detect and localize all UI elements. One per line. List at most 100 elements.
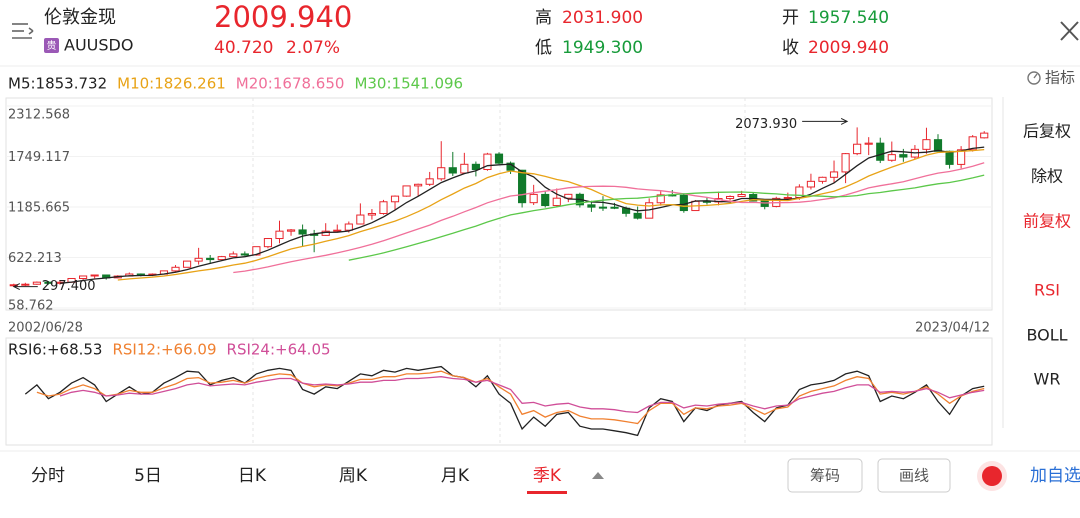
tab[interactable]: 日K: [238, 466, 267, 486]
candle-body: [598, 206, 608, 209]
candle-body: [656, 194, 665, 204]
legend-entry: M10:1826.261: [117, 75, 226, 93]
candle-body: [968, 136, 977, 151]
candle-body: [171, 266, 180, 272]
stat-value: 2031.900: [562, 8, 643, 28]
y-tick-label: 2312.568: [8, 108, 70, 123]
rsi-frame: [5, 337, 993, 446]
indicator-line: [59, 376, 985, 414]
legend-entry: RSI6:+68.53: [8, 341, 102, 359]
legend-entry: M30:1541.096: [354, 75, 463, 93]
indicator-line: [233, 162, 985, 274]
tab[interactable]: 5日: [134, 466, 162, 486]
annotation: 297.400: [42, 279, 96, 294]
button[interactable]: 筹码: [810, 467, 840, 485]
adjust-option[interactable]: 除权: [1031, 167, 1063, 186]
candle-body: [760, 200, 769, 207]
tab-arrow[interactable]: [592, 472, 604, 479]
price: 2009.940: [214, 0, 352, 34]
candle-body: [275, 230, 284, 240]
candle-body: [79, 275, 88, 279]
tab[interactable]: 分时: [31, 466, 65, 486]
button[interactable]: 画线: [899, 467, 929, 485]
legend-entry: RSI12:+66.09: [112, 341, 216, 359]
indicator-line: [24, 365, 985, 437]
candle-body: [240, 253, 249, 256]
candle-body: [518, 169, 527, 204]
candle-body: [32, 281, 41, 285]
candle-body: [933, 139, 943, 152]
stat-value: 1957.540: [808, 8, 889, 28]
price-frame: [5, 97, 993, 311]
candle-body: [217, 256, 226, 261]
candle-body: [333, 229, 342, 232]
y-tick-label: 1185.665: [8, 201, 70, 216]
stat-value: 2009.940: [808, 38, 889, 58]
candle-body: [749, 194, 758, 202]
tab-underline: [527, 491, 567, 494]
stat-label: 低: [535, 38, 552, 58]
candle-body: [21, 283, 30, 286]
candle-body: [887, 154, 896, 161]
candle-body: [529, 193, 538, 204]
candle-body: [899, 154, 908, 158]
adjust-option[interactable]: 后复权: [1023, 122, 1071, 141]
annotation: 2073.930: [735, 117, 797, 132]
tab-selected[interactable]: 季K: [533, 466, 562, 486]
candle-body: [414, 183, 423, 187]
button-bg[interactable]: [877, 458, 951, 493]
indicator-button[interactable]: 指标: [1045, 69, 1075, 87]
record-button[interactable]: [982, 466, 1002, 486]
indicator-icon: [1027, 71, 1041, 85]
add-watch[interactable]: 加自选: [1030, 466, 1080, 486]
candle-body: [206, 257, 215, 261]
candle-body: [725, 195, 735, 200]
candle-body: [437, 167, 446, 180]
tab[interactable]: 月K: [441, 466, 470, 486]
candle-body: [541, 193, 550, 207]
legend-entry: RSI24:+64.05: [227, 341, 331, 359]
indicator-option[interactable]: WR: [1034, 370, 1061, 389]
candle-body: [356, 214, 365, 225]
candle-body: [957, 149, 966, 165]
indicator-line: [36, 370, 985, 425]
stat-label: 开: [782, 8, 799, 28]
annotation-arrow: [12, 283, 38, 291]
candle-body: [818, 176, 827, 182]
stat-label: 高: [535, 8, 552, 28]
candle-body: [483, 153, 492, 171]
annotation-arrow: [802, 117, 849, 125]
candle-body: [402, 185, 411, 197]
candle-body: [425, 178, 434, 185]
indicator-option-selected[interactable]: RSI: [1034, 281, 1060, 300]
button-bg[interactable]: [787, 458, 863, 493]
title: 伦敦金现: [44, 7, 116, 28]
candle-body: [344, 223, 353, 231]
legend-entry: M20:1678.650: [236, 75, 345, 93]
indicator-line: [59, 146, 985, 284]
candle-body: [980, 132, 989, 139]
candle-body: [945, 150, 954, 165]
y-tick-label: 1749.117: [8, 150, 70, 165]
candle-body: [552, 197, 561, 207]
indicator-line: [117, 148, 985, 281]
candle-body: [367, 213, 376, 216]
candle-body: [390, 195, 400, 203]
candle-body: [876, 142, 885, 161]
adjust-option-selected[interactable]: 前复权: [1023, 212, 1071, 231]
candle-body: [841, 153, 850, 173]
candle-body: [90, 274, 99, 277]
close-icon[interactable]: [1060, 21, 1079, 41]
y-tick-label: 58.762: [8, 299, 54, 314]
change: 40.720: [214, 38, 273, 58]
end-date: 2023/04/12: [915, 321, 990, 336]
tab[interactable]: 周K: [339, 466, 368, 486]
candle-body: [471, 163, 480, 171]
candle-body: [610, 206, 619, 209]
menu-icon[interactable]: [12, 23, 34, 39]
candle-body: [448, 167, 457, 174]
indicator-option[interactable]: BOLL: [1026, 326, 1067, 345]
candle-body: [587, 204, 596, 208]
stat-label: 收: [782, 38, 799, 58]
